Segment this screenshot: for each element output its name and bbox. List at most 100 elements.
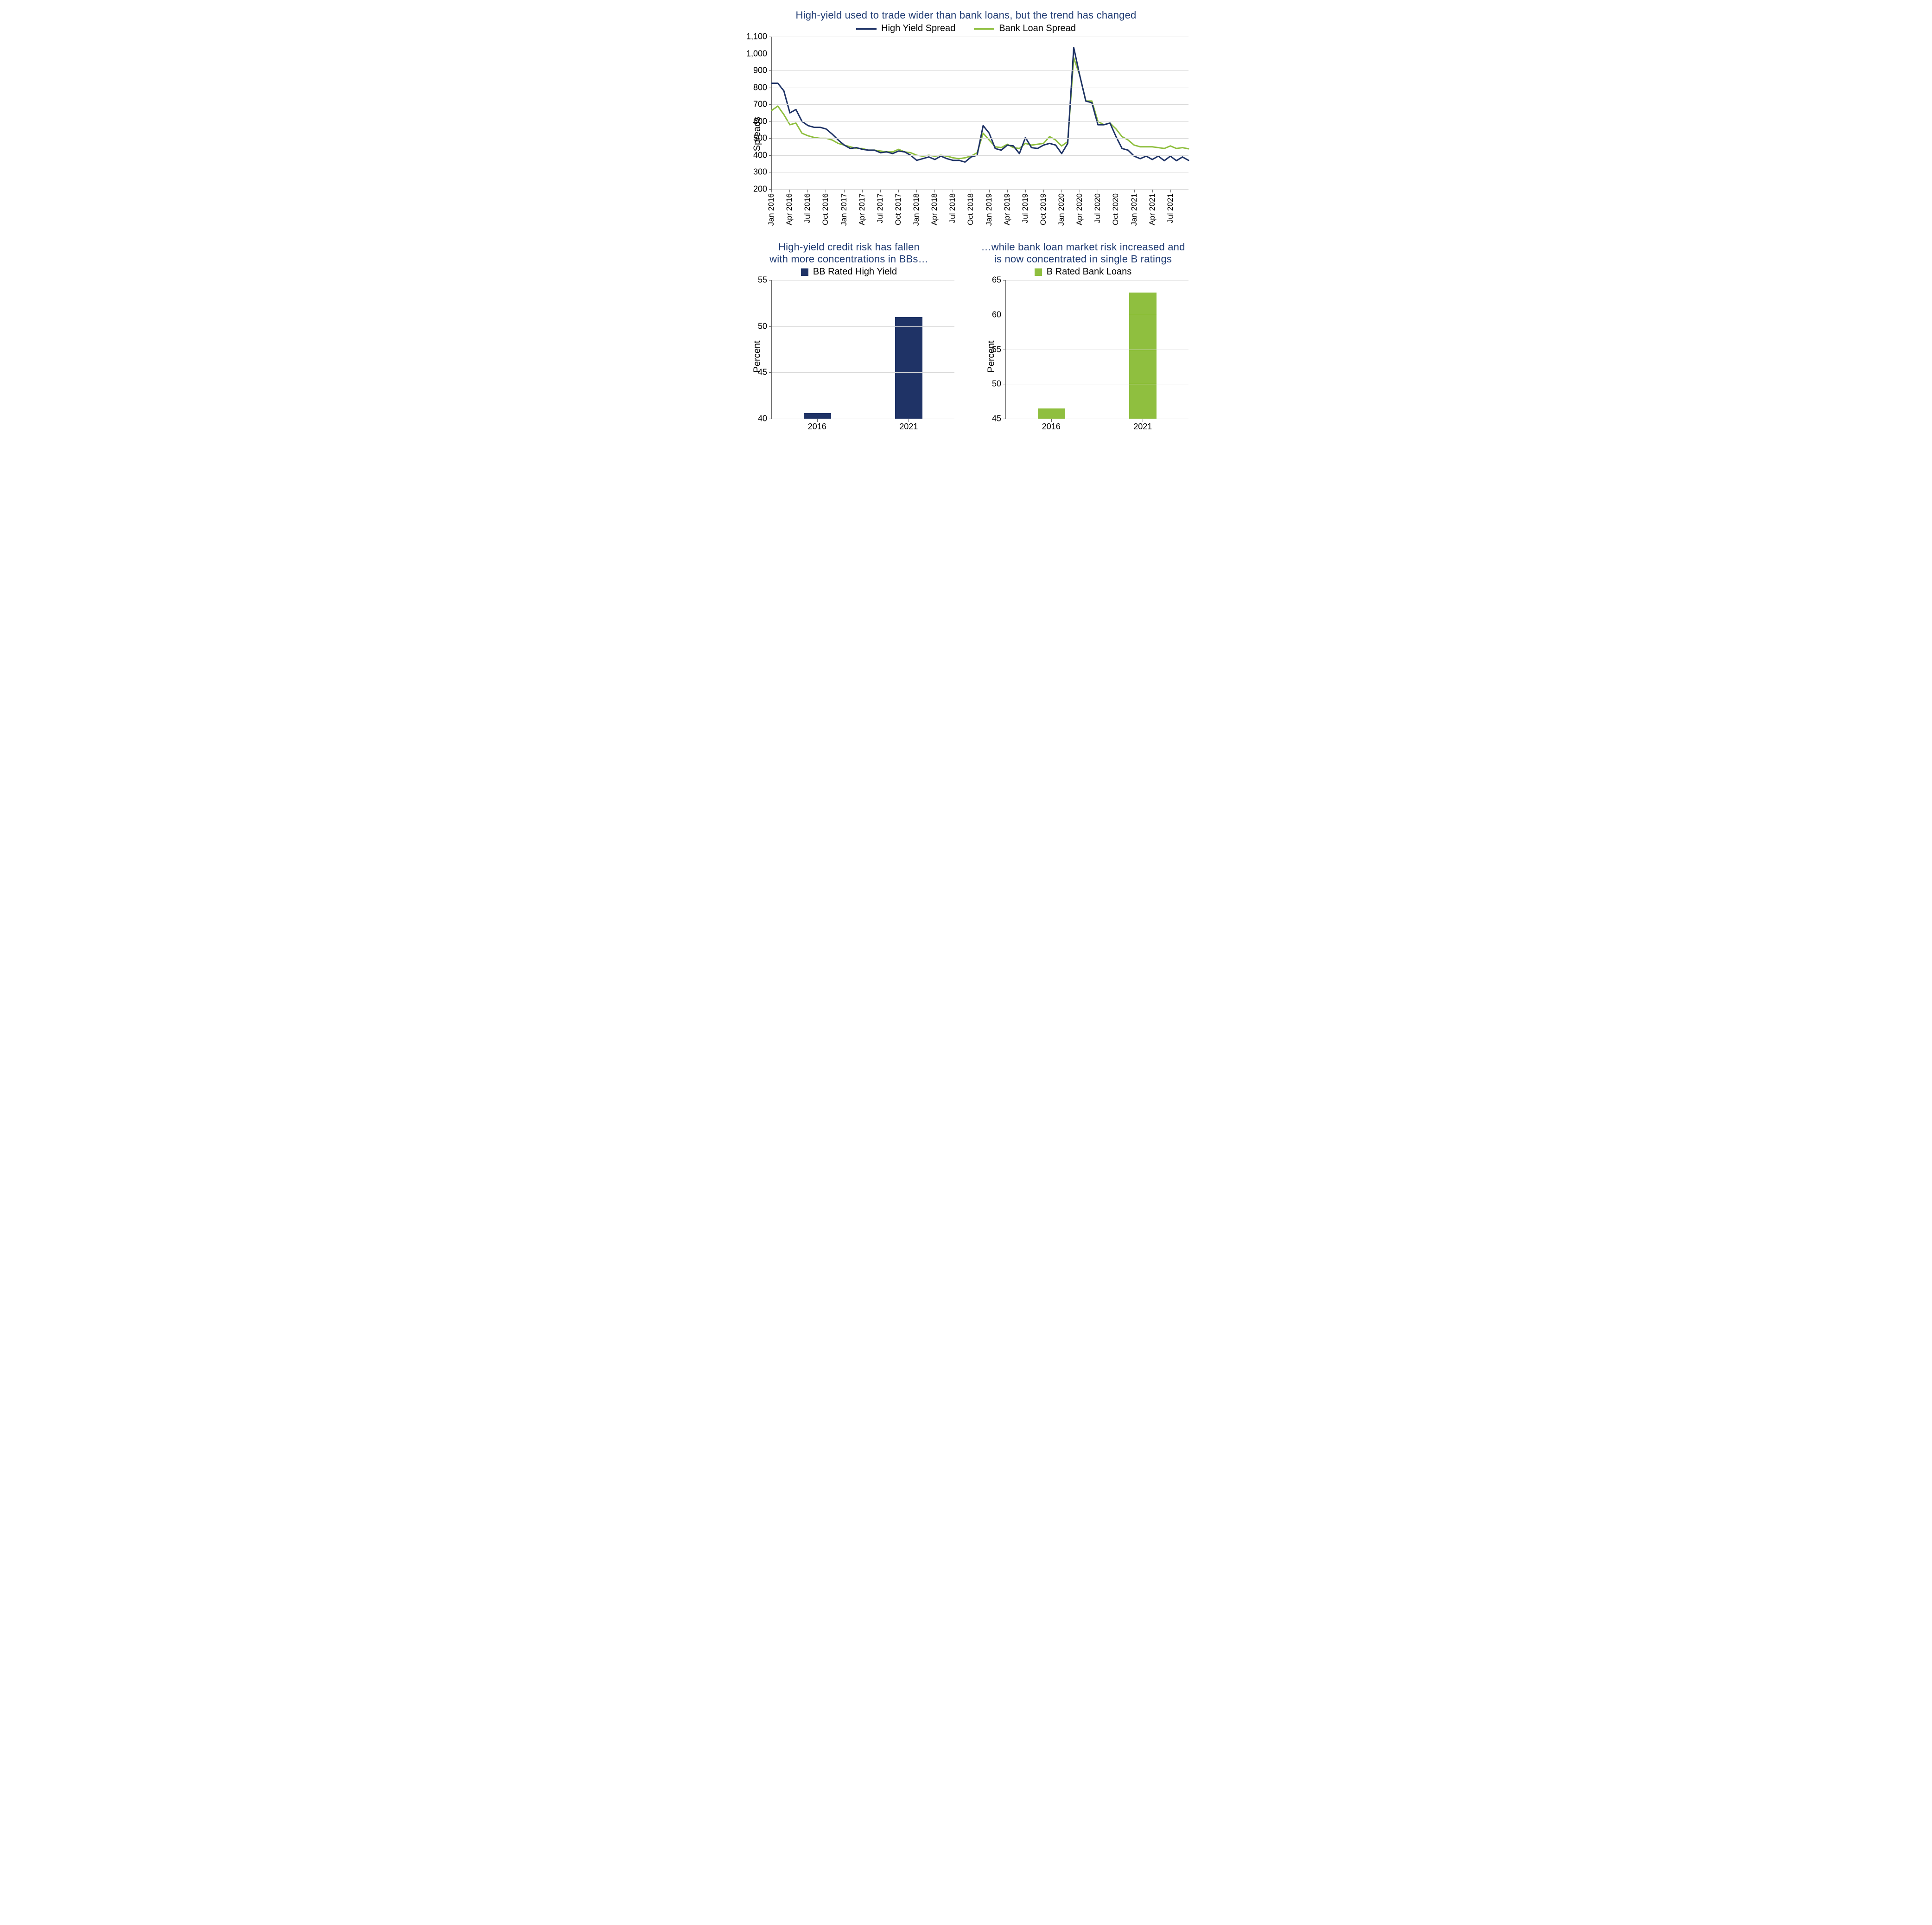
x-tick-label: Jan 2016 <box>767 193 776 226</box>
y-tick-label: 60 <box>992 310 1001 319</box>
x-tick-label: Jan 2017 <box>839 193 849 226</box>
x-tick-label: Apr 2016 <box>785 193 794 225</box>
legend-label: High Yield Spread <box>881 23 955 34</box>
y-tick-label: 200 <box>753 185 767 194</box>
bottom-right-legend: B Rated Bank Loans <box>973 267 1193 277</box>
top-chart-legend: High Yield Spread Bank Loan Spread <box>739 23 1193 34</box>
x-tick-mark <box>862 190 863 192</box>
bottom-right-bars <box>1006 280 1188 419</box>
y-tick-label: 400 <box>753 150 767 160</box>
x-tick-label: 2021 <box>899 422 918 432</box>
legend-swatch-icon <box>801 268 808 276</box>
x-tick-mark <box>807 190 808 192</box>
bar <box>1129 293 1157 419</box>
y-tick-label: 300 <box>753 167 767 177</box>
x-tick-label: Jul 2016 <box>803 193 812 223</box>
x-tick-label: Oct 2018 <box>966 193 975 225</box>
x-tick-mark <box>934 190 935 192</box>
y-tick-label: 55 <box>758 275 767 285</box>
x-tick-label: Jul 2019 <box>1021 193 1030 223</box>
legend-line-icon <box>856 28 877 30</box>
legend-item: BB Rated High Yield <box>801 267 897 277</box>
bar <box>804 413 831 419</box>
y-tick-label: 900 <box>753 66 767 76</box>
legend-item: Bank Loan Spread <box>974 23 1076 34</box>
x-tick-label: Jan 2018 <box>912 193 921 226</box>
x-tick-label: Apr 2017 <box>858 193 867 225</box>
x-tick-mark <box>1170 190 1171 192</box>
legend-swatch-icon <box>1035 268 1042 276</box>
y-tick-mark <box>769 121 772 122</box>
y-tick-label: 50 <box>992 379 1001 389</box>
x-tick-mark <box>1007 190 1008 192</box>
x-tick-label: Oct 2019 <box>1039 193 1048 225</box>
y-tick-mark <box>769 70 772 71</box>
x-tick-mark <box>771 190 772 192</box>
y-tick-label: 1,100 <box>746 32 767 42</box>
x-tick-label: Apr 2021 <box>1148 193 1157 225</box>
bar <box>895 317 922 419</box>
x-tick-label: 2016 <box>1042 422 1061 432</box>
x-tick-label: Jan 2019 <box>985 193 994 226</box>
legend-item: B Rated Bank Loans <box>1035 267 1131 277</box>
page: High-yield used to trade wider than bank… <box>734 0 1198 447</box>
x-tick-mark <box>1152 190 1153 192</box>
x-tick-mark <box>1043 190 1044 192</box>
x-tick-mark <box>789 190 790 192</box>
x-tick-mark <box>1025 190 1026 192</box>
x-tick-label: Apr 2020 <box>1075 193 1084 225</box>
top-chart-plot-area: 2003004005006007008009001,0001,100 <box>771 37 1188 190</box>
x-tick-label: Oct 2017 <box>894 193 903 225</box>
bottom-row: High-yield credit risk has fallen with m… <box>739 241 1193 433</box>
x-tick-mark <box>898 190 899 192</box>
bottom-right-x-ticks: 2016 2021 <box>1005 419 1188 433</box>
y-tick-label: 600 <box>753 116 767 126</box>
x-tick-mark <box>1134 190 1135 192</box>
y-tick-label: 45 <box>758 368 767 377</box>
legend-item: High Yield Spread <box>856 23 955 34</box>
top-chart-frame: Spreads 2003004005006007008009001,0001,1… <box>771 37 1188 231</box>
top-chart: High-yield used to trade wider than bank… <box>739 9 1193 231</box>
legend-label: BB Rated High Yield <box>813 267 897 277</box>
top-chart-lines-svg <box>772 37 1188 189</box>
x-tick-label: Jan 2021 <box>1130 193 1139 226</box>
y-tick-label: 500 <box>753 134 767 143</box>
legend-label: B Rated Bank Loans <box>1047 267 1131 277</box>
x-tick-label: Apr 2018 <box>930 193 939 225</box>
bottom-left-chart: High-yield credit risk has fallen with m… <box>739 241 959 433</box>
bottom-right-title: …while bank loan market risk increased a… <box>973 241 1193 265</box>
x-tick-mark <box>989 190 990 192</box>
y-tick-label: 45 <box>992 414 1001 424</box>
x-tick-mark <box>1061 190 1062 192</box>
y-tick-mark <box>769 326 772 327</box>
y-tick-mark <box>769 104 772 105</box>
bottom-right-plot-area: 4550556065 <box>1005 280 1188 419</box>
y-tick-label: 55 <box>992 344 1001 354</box>
bottom-left-bars <box>772 280 954 419</box>
bottom-left-title: High-yield credit risk has fallen with m… <box>739 241 959 265</box>
bottom-right-frame: Percent 4550556065 20162021 <box>1005 280 1188 433</box>
x-tick-label: Jul 2020 <box>1093 193 1102 223</box>
x-tick-label: Jul 2021 <box>1166 193 1175 223</box>
bottom-left-x-ticks: 2016 2021 <box>771 419 954 433</box>
y-tick-label: 700 <box>753 100 767 109</box>
bar <box>1038 408 1065 419</box>
bottom-right-chart: …while bank loan market risk increased a… <box>973 241 1193 433</box>
y-tick-mark <box>769 138 772 139</box>
y-tick-label: 65 <box>992 275 1001 285</box>
x-tick-label: Jul 2017 <box>876 193 885 223</box>
legend-line-icon <box>974 28 994 30</box>
legend-label: Bank Loan Spread <box>999 23 1076 34</box>
x-tick-mark <box>916 190 917 192</box>
bottom-left-legend: BB Rated High Yield <box>739 267 959 277</box>
x-tick-label: 2021 <box>1133 422 1152 432</box>
x-tick-label: 2016 <box>808 422 826 432</box>
y-tick-label: 1,000 <box>746 49 767 58</box>
y-tick-mark <box>769 155 772 156</box>
x-tick-mark <box>880 190 881 192</box>
bottom-left-plot-area: 40455055 <box>771 280 954 419</box>
top-chart-title: High-yield used to trade wider than bank… <box>739 9 1193 21</box>
x-tick-label: Jan 2020 <box>1057 193 1066 226</box>
x-tick-label: Apr 2019 <box>1003 193 1012 225</box>
y-tick-label: 50 <box>758 321 767 331</box>
